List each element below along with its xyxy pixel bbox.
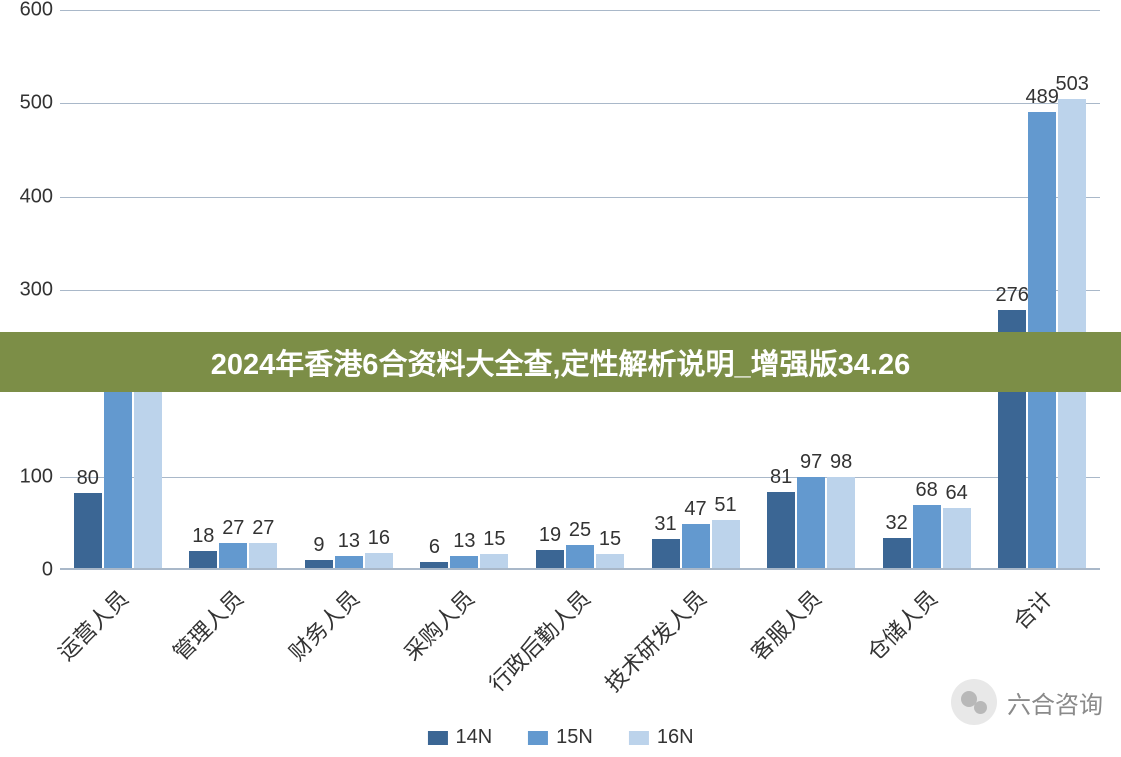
bar-value-label: 25: [569, 519, 591, 542]
bar-group: 326864: [869, 505, 985, 568]
bar-value-label: 15: [483, 528, 505, 551]
y-axis-tick-label: 100: [5, 465, 53, 488]
bar: 25: [566, 545, 594, 568]
bar-group: 819798: [753, 477, 869, 568]
bar: 27: [249, 543, 277, 568]
y-axis-tick-label: 300: [5, 279, 53, 302]
overlay-title-band: 2024年香港6合资料大全查,定性解析说明_增强版34.26: [0, 332, 1121, 392]
bar: 27: [219, 543, 247, 568]
bar: 19: [536, 550, 564, 568]
watermark-text: 六合咨询: [1007, 685, 1103, 720]
legend-item: 16N: [629, 726, 694, 749]
legend-label: 15N: [556, 726, 593, 749]
bar-value-label: 98: [830, 451, 852, 474]
y-axis-tick-label: 0: [5, 559, 53, 582]
bar: 31: [652, 539, 680, 568]
legend-item: 15N: [528, 726, 593, 749]
bar-value-label: 51: [714, 494, 736, 517]
bar: 16: [365, 553, 393, 568]
gridline: [60, 10, 1100, 11]
bar-value-label: 32: [886, 512, 908, 535]
bar: 9: [305, 560, 333, 568]
bar-value-label: 47: [684, 498, 706, 521]
bar-value-label: 19: [539, 524, 561, 547]
bar: 13: [335, 556, 363, 568]
y-axis-tick-label: 500: [5, 92, 53, 115]
bar-value-label: 16: [368, 527, 390, 550]
bar: 98: [827, 477, 855, 568]
bar: 64: [943, 508, 971, 568]
bar-group: 182727: [176, 543, 292, 568]
overlay-title-text: 2024年香港6合资料大全查,定性解析说明_增强版34.26: [211, 341, 910, 383]
bar: 18: [189, 551, 217, 568]
bar: 51: [712, 520, 740, 568]
bar: 217: [134, 365, 162, 568]
bar-value-label: 9: [313, 534, 324, 557]
wechat-icon: [951, 679, 997, 725]
bar-value-label: 97: [800, 451, 822, 474]
x-axis-category-label: 财务人员: [281, 582, 366, 667]
bar: 15: [480, 554, 508, 568]
bar: 81: [767, 492, 795, 568]
legend-item: 14N: [427, 726, 492, 749]
bar-value-label: 27: [252, 517, 274, 540]
bar-value-label: 503: [1056, 73, 1089, 96]
gridline: [60, 103, 1100, 104]
bar-value-label: 31: [654, 513, 676, 536]
bar-value-label: 18: [192, 525, 214, 548]
bar-value-label: 27: [222, 517, 244, 540]
bar-value-label: 81: [770, 466, 792, 489]
y-axis-tick-label: 600: [5, 0, 53, 22]
x-axis-category-label: 运营人员: [50, 582, 135, 667]
legend-swatch: [629, 731, 649, 745]
watermark: 六合咨询: [951, 679, 1103, 725]
legend-label: 14N: [455, 726, 492, 749]
x-axis-category-label: 采购人员: [396, 582, 481, 667]
bar-group: 314751: [638, 520, 754, 568]
plot-area: 0100200300400500600801992171827279131661…: [60, 10, 1100, 570]
legend-label: 16N: [657, 726, 694, 749]
x-axis-category-label: 客服人员: [743, 582, 828, 667]
bar-group: 61315: [407, 554, 523, 568]
x-axis-category-label: 管理人员: [165, 582, 250, 667]
bar-value-label: 15: [599, 528, 621, 551]
bar: 199: [104, 382, 132, 568]
bar: 6: [420, 562, 448, 568]
legend: 14N 15N 16N: [427, 726, 693, 749]
bar: 80: [74, 493, 102, 568]
bar-group: 80199217: [60, 365, 176, 568]
legend-swatch: [427, 731, 447, 745]
x-axis-category-label: 仓储人员: [858, 582, 943, 667]
bar-group: 192515: [522, 545, 638, 568]
bar-value-label: 276: [996, 284, 1029, 307]
bar: 32: [883, 538, 911, 568]
gridline: [60, 197, 1100, 198]
gridline: [60, 477, 1100, 478]
bar-value-label: 6: [429, 536, 440, 559]
x-axis-category-label: 技术研发人员: [596, 582, 712, 698]
bar: 13: [450, 556, 478, 568]
bar: 97: [797, 477, 825, 568]
bar: 47: [682, 524, 710, 568]
bar: 15: [596, 554, 624, 568]
bar-value-label: 13: [338, 530, 360, 553]
bar-value-label: 80: [77, 467, 99, 490]
bar-value-label: 489: [1026, 86, 1059, 109]
gridline: [60, 290, 1100, 291]
bar-value-label: 68: [916, 479, 938, 502]
bar-group: 91316: [291, 553, 407, 568]
x-axis-category-label: 合计: [1005, 582, 1059, 636]
legend-swatch: [528, 731, 548, 745]
y-axis-tick-label: 400: [5, 185, 53, 208]
bar: 68: [913, 505, 941, 568]
x-axis-category-label: 行政后勤人员: [481, 582, 597, 698]
bar-value-label: 64: [946, 482, 968, 505]
chart-container: 0100200300400500600801992171827279131661…: [60, 10, 1100, 580]
bar-value-label: 13: [453, 530, 475, 553]
